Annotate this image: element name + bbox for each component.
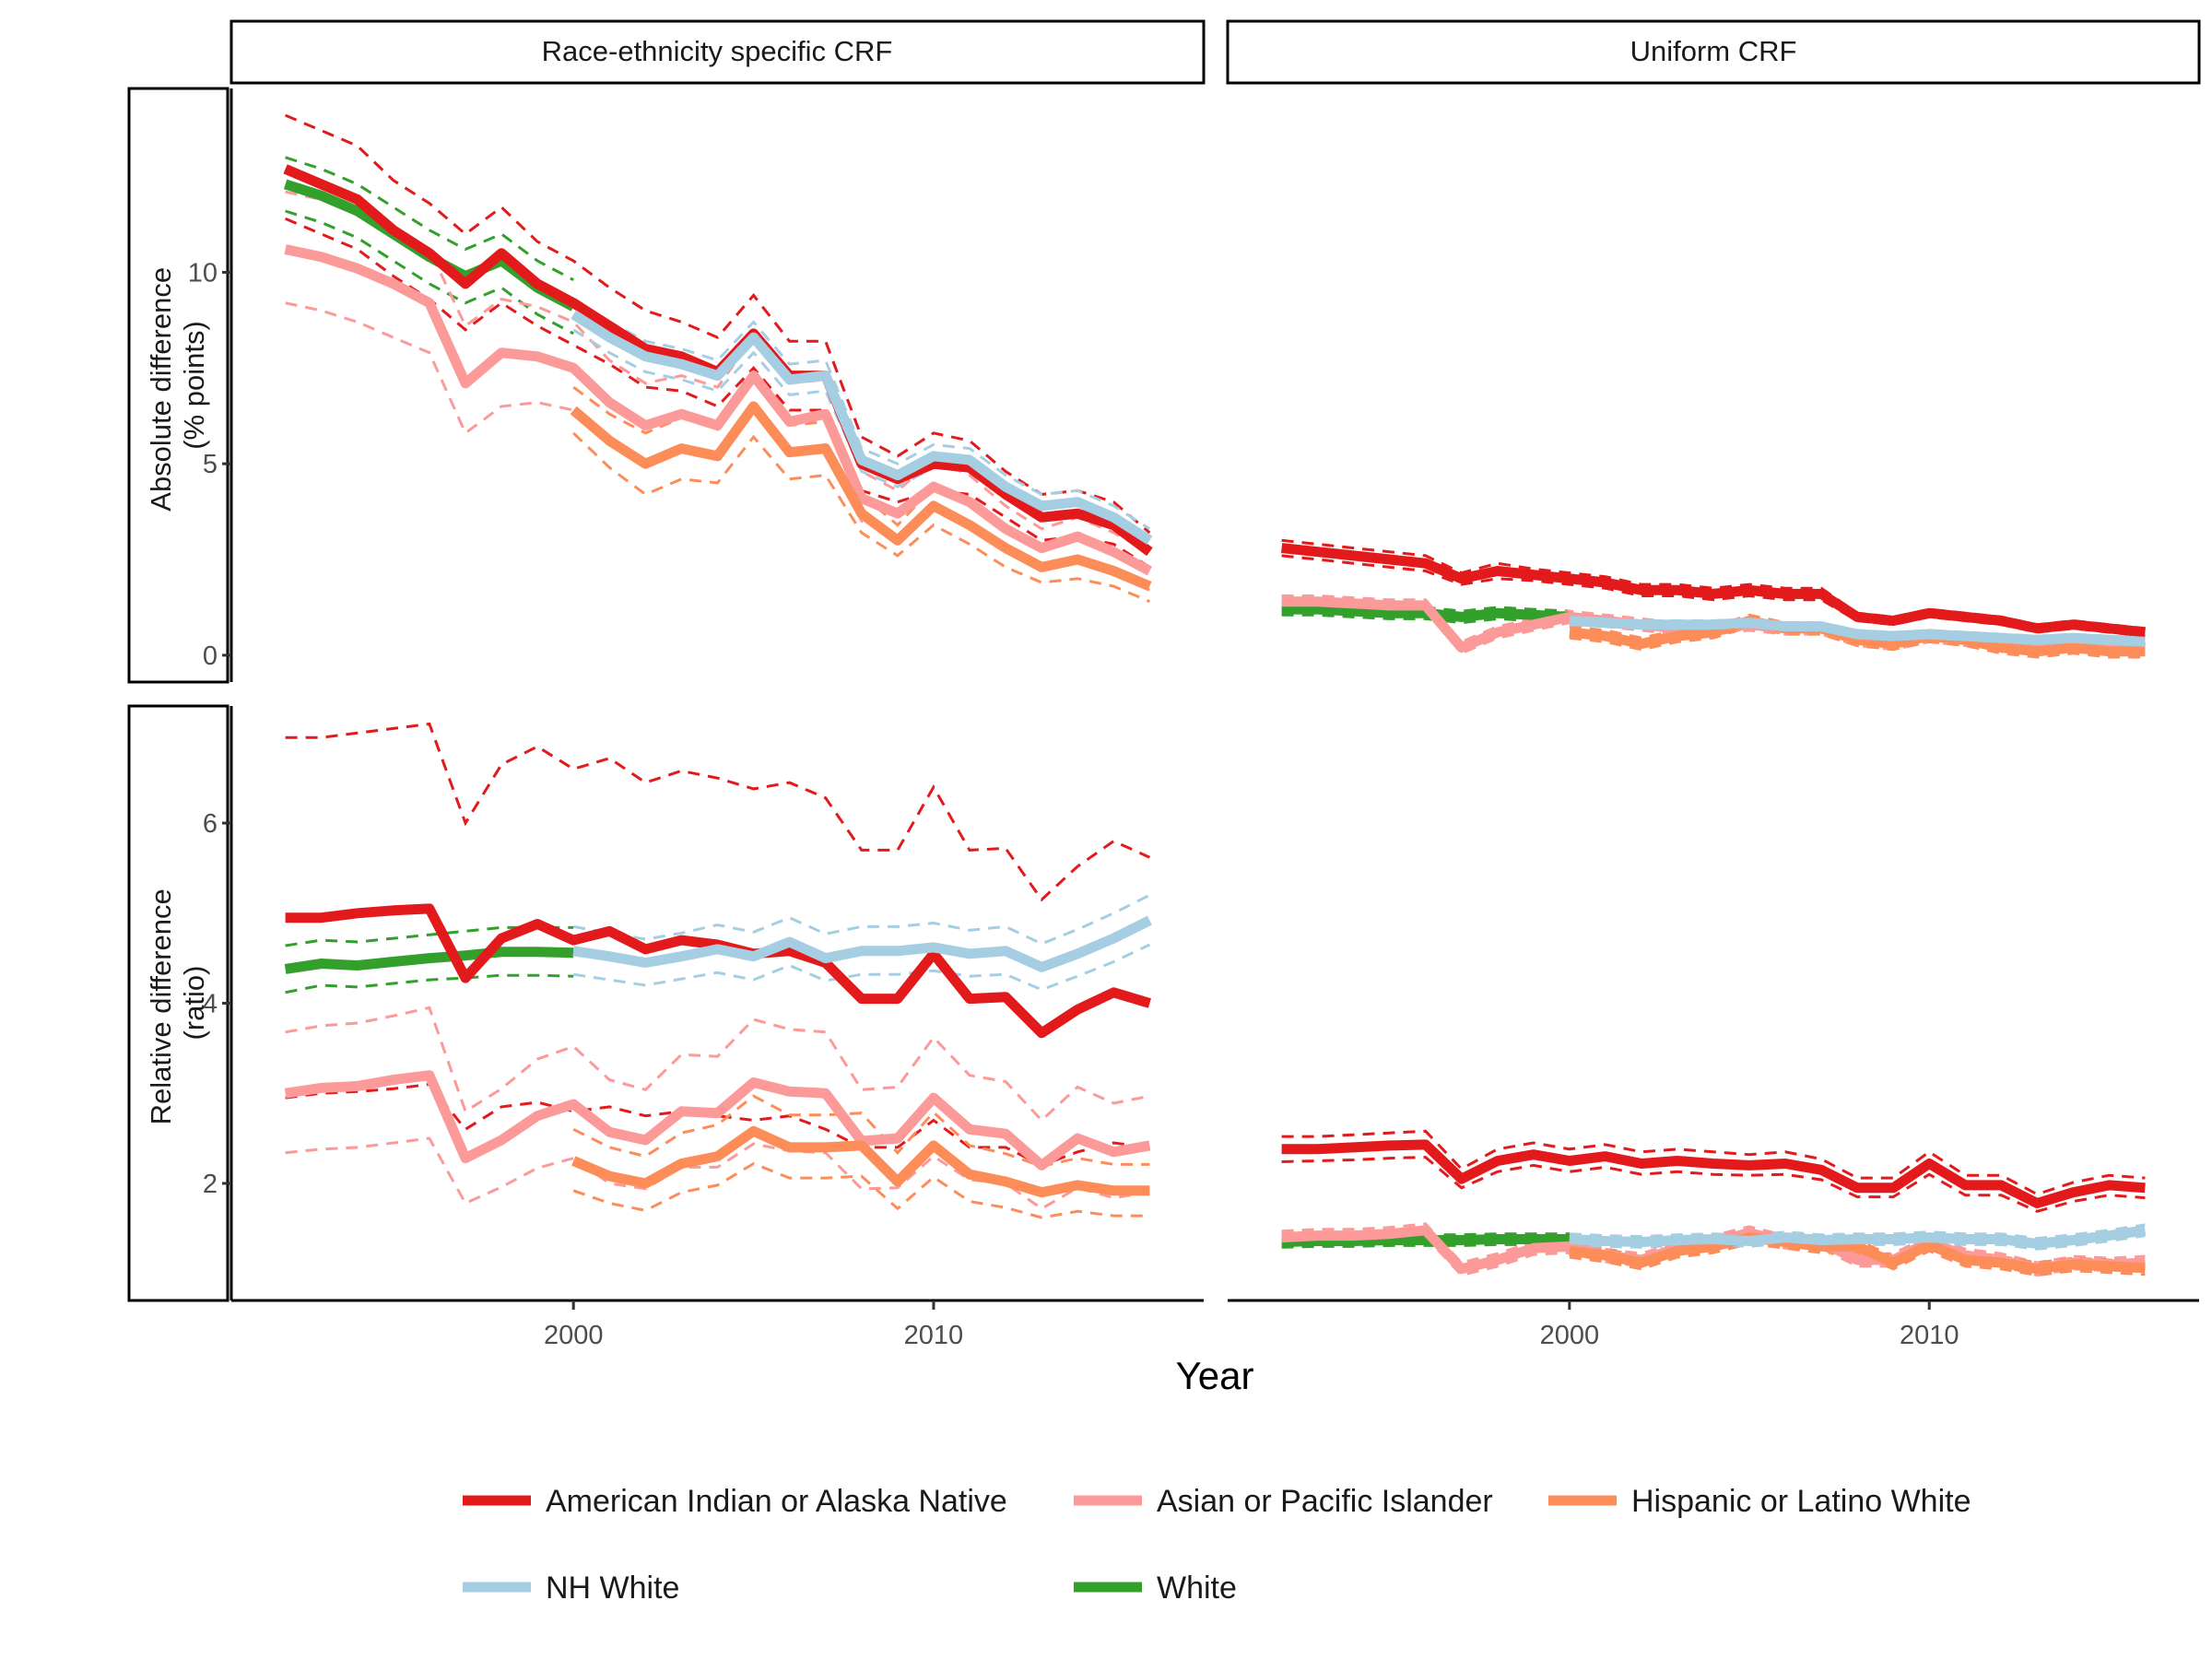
panel-r0-c1	[1281, 538, 2146, 659]
panels	[283, 113, 2147, 1277]
facet-strip-left-label: Race-ethnicity specific CRF	[542, 35, 893, 67]
series-line-aian	[285, 903, 1151, 1039]
legend-label-white: White	[1157, 1571, 1237, 1606]
series-line-hisp	[571, 1125, 1150, 1198]
row-label-absolute: Absolute difference (% points)	[145, 259, 210, 511]
ci-lower-hisp	[572, 431, 1150, 604]
y-tick-label: 4	[203, 990, 218, 1019]
facet-strip-bottom-row: Relative difference (ratio)	[127, 704, 229, 1302]
ci-lower-nhw	[572, 943, 1151, 992]
ci-lower-aian	[1281, 1156, 2146, 1213]
ci-lower-hisp	[1569, 1241, 2146, 1277]
series-line-white	[1281, 1234, 1570, 1247]
series-line-nhw	[571, 310, 1153, 545]
facet-strip-top-row: Absolute difference (% points)	[127, 87, 229, 684]
ci-lower-nhw	[572, 328, 1151, 553]
series-line-aian	[1281, 1139, 2146, 1208]
legend: American Indian or Alaska Native Asian or…	[463, 1484, 1971, 1606]
series-line-api	[284, 244, 1152, 576]
ci-lower-hisp	[572, 1161, 1150, 1219]
facet-strip-right: Uniform CRF	[1226, 19, 2201, 85]
ci-upper-white	[285, 925, 574, 947]
panel-r1-c1	[1281, 1129, 2147, 1277]
series-line-hisp	[570, 401, 1152, 592]
legend-label-aian: American Indian or Alaska Native	[546, 1484, 1007, 1519]
x-tick-label: 2000	[544, 1321, 604, 1350]
legend-item-nhw: NH White	[463, 1571, 679, 1606]
facet-strip-right-label: Uniform CRF	[1630, 35, 1797, 67]
ci-upper-nhw	[572, 298, 1151, 531]
series-line-nhw	[572, 915, 1152, 972]
series-line-hisp	[1569, 616, 2146, 657]
series-line-white	[284, 947, 574, 974]
legend-item-aian: American Indian or Alaska Native	[463, 1484, 1007, 1519]
facet-strip-left: Race-ethnicity specific CRF	[229, 19, 1206, 85]
series-line-api	[284, 1070, 1151, 1171]
series-line-nhw	[1569, 616, 2146, 647]
y-tick-label: 2	[203, 1170, 218, 1199]
legend-label-nhw: NH White	[546, 1571, 679, 1606]
legend-label-hisp: Hispanic or Latino White	[1631, 1484, 1971, 1519]
x-tick-label: 2010	[904, 1321, 964, 1350]
x-tick-label: 2000	[1540, 1321, 1600, 1350]
row-label-absolute-line1: Absolute difference	[145, 267, 177, 512]
x-axis-title: Year	[1176, 1354, 1254, 1397]
ci-upper-api	[285, 190, 1151, 554]
y-tick-label: 6	[203, 809, 218, 839]
legend-item-api: Asian or Pacific Islander	[1074, 1484, 1493, 1519]
x-tick-label: 2010	[1900, 1321, 1959, 1350]
legend-item-hisp: Hispanic or Latino White	[1548, 1484, 1971, 1519]
ci-upper-nhw	[1569, 1223, 2146, 1241]
ci-upper-api	[285, 1006, 1150, 1123]
ci-upper-white	[285, 156, 574, 282]
ci-lower-api	[285, 301, 1151, 592]
ci-upper-aian	[285, 113, 1151, 535]
series-line-hisp	[1569, 1232, 2146, 1275]
ci-lower-api	[285, 1136, 1150, 1211]
ci-upper-aian	[1281, 1129, 2146, 1196]
ci-upper-aian	[285, 722, 1151, 902]
legend-item-white: White	[1074, 1571, 1237, 1606]
y-tick-label: 5	[203, 450, 218, 479]
series-line-aian	[1281, 543, 2146, 638]
panel-r1-c0	[284, 722, 1152, 1219]
ci-upper-hisp	[572, 1094, 1150, 1168]
ci-lower-white	[1281, 613, 1570, 625]
row-label-absolute-line2: (% points)	[178, 321, 210, 450]
row-label-relative-line1: Relative difference	[145, 888, 177, 1124]
y-tick-label: 10	[188, 258, 218, 288]
row-label-relative-line2: (ratio)	[178, 966, 210, 1041]
ci-lower-hisp	[1569, 625, 2146, 659]
row-label-relative: Relative difference (ratio)	[145, 881, 210, 1125]
ci-lower-white	[285, 973, 574, 994]
panel-r0-c0	[283, 113, 1153, 604]
ci-upper-nhw	[572, 893, 1151, 946]
y-tick-label: 0	[203, 641, 218, 671]
legend-label-api: Asian or Pacific Islander	[1157, 1484, 1493, 1519]
ci-lower-white	[1281, 1242, 1570, 1249]
series-line-nhw	[1569, 1225, 2147, 1249]
axes: 2000 2010 2000 2010 0 5 10 2 4 6	[188, 88, 2199, 1350]
